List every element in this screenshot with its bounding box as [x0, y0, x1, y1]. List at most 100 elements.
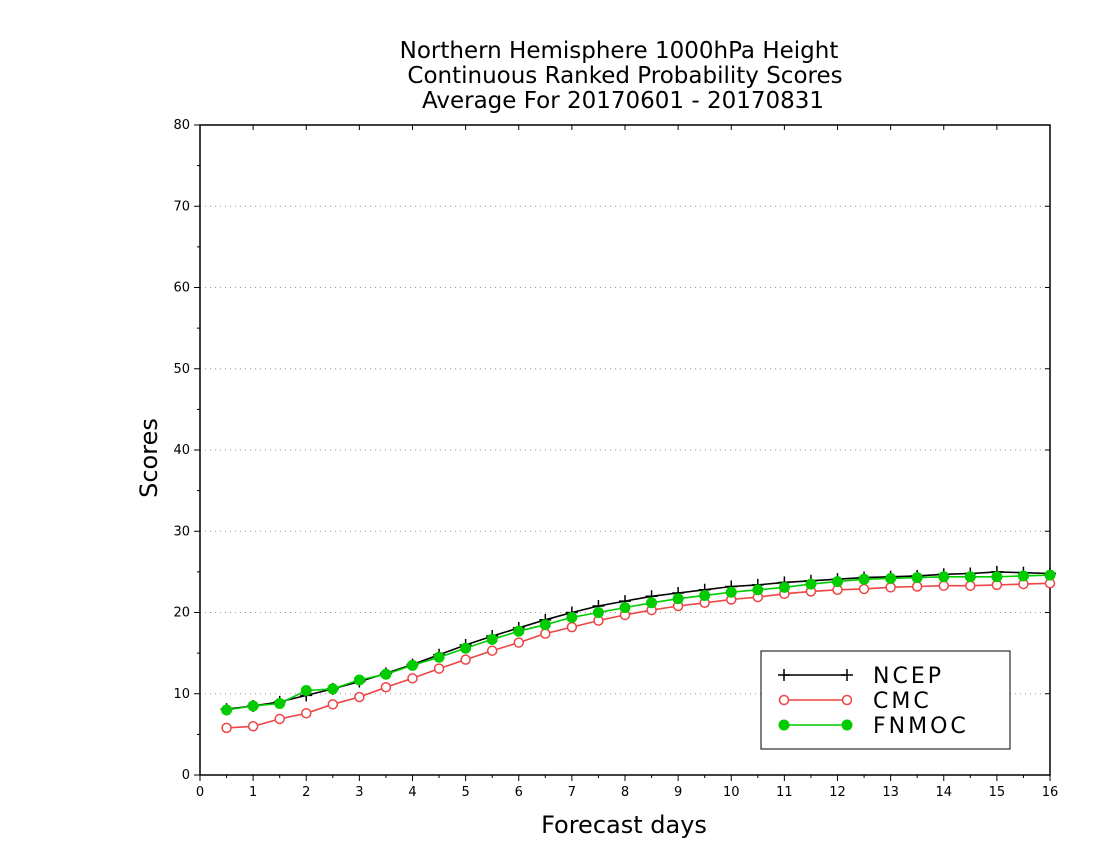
- legend-entry-ncep: NCEP: [778, 664, 944, 689]
- x-tick-label: 8: [621, 785, 629, 800]
- x-tick-label: 4: [408, 785, 416, 800]
- data-point: [486, 645, 498, 656]
- axes: 0 1 2 3 4 5 6 7 8 9 10 11 12 13 14 15 160102030405060708…: [173, 118, 1058, 800]
- data-point: [885, 572, 897, 584]
- grid: [200, 205, 1050, 695]
- data-point: [221, 722, 232, 734]
- data-point: [540, 628, 551, 639]
- data-point: [407, 659, 418, 671]
- data-point: [513, 625, 525, 637]
- y-axis-label: Scores: [135, 418, 163, 498]
- legend-marker-end: [841, 694, 853, 706]
- y-tick-label: 30: [173, 524, 190, 539]
- legend-marker-start: [778, 669, 790, 681]
- data-point: [752, 584, 764, 596]
- data-point: [991, 571, 1003, 583]
- legend-marker-end: [841, 719, 853, 731]
- data-point: [300, 685, 312, 696]
- legend-marker-start: [778, 719, 790, 731]
- y-tick-label: 10: [173, 687, 190, 702]
- data-point: [619, 602, 631, 614]
- data-point: [301, 708, 312, 719]
- data-point: [1044, 569, 1056, 581]
- legend-label: FNMOC: [873, 714, 969, 739]
- data-point: [566, 611, 578, 623]
- x-tick-label: 6: [515, 785, 523, 800]
- data-point: [832, 576, 843, 588]
- chart-title-line-1: Northern Hemisphere 1000hPa Height: [400, 38, 839, 64]
- data-point: [247, 721, 259, 732]
- data-point: [274, 713, 285, 725]
- x-tick-label: 5: [461, 785, 469, 800]
- data-point: [353, 674, 365, 686]
- data-point: [699, 589, 711, 601]
- data-point: [407, 673, 418, 684]
- x-tick-label: 7: [568, 785, 576, 800]
- data-point: [460, 654, 471, 665]
- data-point: [221, 704, 233, 716]
- data-point: [646, 597, 658, 609]
- y-tick-label: 80: [173, 118, 190, 133]
- y-tick-label: 60: [173, 281, 190, 296]
- x-tick-label: 1: [249, 785, 257, 800]
- x-tick-label: 10: [723, 785, 740, 800]
- chart-title-line-2: Continuous Ranked Probability Scores: [407, 63, 842, 89]
- data-point: [486, 633, 498, 645]
- x-tick-label: 9: [674, 785, 682, 800]
- y-tick-label: 40: [173, 443, 190, 458]
- data-point: [911, 572, 923, 584]
- x-tick-label: 13: [882, 785, 899, 800]
- data-point: [539, 619, 551, 631]
- y-tick-label: 50: [173, 362, 190, 377]
- data-point: [911, 581, 923, 592]
- data-point: [964, 571, 976, 583]
- legend-label: CMC: [873, 689, 932, 714]
- data-point: [513, 637, 524, 648]
- legend-label: NCEP: [873, 664, 944, 689]
- chart-title-line-3: Average For 20170601 - 20170831: [422, 88, 824, 114]
- x-tick-label: 11: [776, 785, 793, 800]
- data-point: [566, 621, 578, 633]
- data-point: [247, 700, 259, 712]
- data-point: [938, 580, 949, 591]
- data-point: [858, 583, 870, 595]
- legend-marker-start: [778, 694, 790, 706]
- y-tick-label: 0: [182, 768, 190, 783]
- x-tick-label: 0: [196, 785, 204, 800]
- x-tick-label: 15: [989, 785, 1006, 800]
- data-point: [725, 586, 737, 598]
- data-point: [327, 699, 339, 710]
- data-point: [672, 593, 684, 605]
- data-point: [858, 573, 870, 585]
- data-point: [433, 651, 445, 663]
- data-point: [1017, 570, 1029, 582]
- legend-entry-fnmoc: FNMOC: [778, 714, 969, 739]
- data-point: [460, 642, 472, 654]
- data-point: [354, 691, 365, 703]
- series-fnmoc: [221, 569, 1056, 716]
- x-axis-label: Forecast days: [541, 811, 707, 839]
- data-point: [380, 682, 392, 693]
- data-point: [380, 668, 392, 680]
- legend-marker-end: [841, 669, 853, 681]
- x-tick-label: 12: [829, 785, 846, 800]
- x-tick-label: 14: [935, 785, 952, 800]
- data-point: [938, 571, 950, 583]
- y-tick-label: 70: [173, 199, 190, 214]
- data-point: [778, 581, 790, 593]
- x-tick-label: 2: [302, 785, 310, 800]
- legend-entry-cmc: CMC: [778, 689, 932, 714]
- y-tick-label: 20: [173, 606, 190, 621]
- data-point: [805, 578, 817, 590]
- x-tick-label: 16: [1042, 785, 1059, 800]
- data-point: [885, 582, 896, 593]
- data-point: [965, 580, 976, 591]
- x-tick-label: 3: [355, 785, 363, 800]
- data-point: [433, 663, 445, 674]
- data-point: [274, 698, 286, 709]
- data-point: [592, 607, 604, 618]
- data-point: [327, 683, 339, 695]
- series-layer: [220, 565, 1056, 734]
